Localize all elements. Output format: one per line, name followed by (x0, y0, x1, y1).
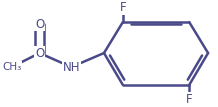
Text: F: F (119, 1, 126, 14)
Text: NH: NH (63, 61, 80, 74)
Text: NH: NH (63, 61, 80, 74)
Text: O: O (35, 18, 44, 30)
Text: O: O (35, 47, 44, 59)
Text: F: F (186, 93, 192, 106)
Text: CH₃: CH₃ (2, 62, 21, 72)
Text: O: O (35, 18, 44, 30)
